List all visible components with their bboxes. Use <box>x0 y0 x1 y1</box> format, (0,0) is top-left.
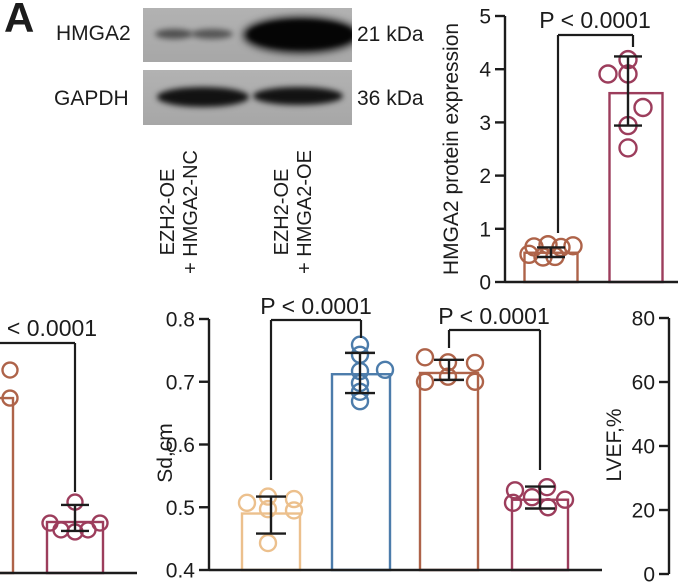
chart-lvef-axis: 0 20 40 60 80 LVEF,% <box>603 308 671 586</box>
y-tick-label: 0.7 <box>166 371 195 394</box>
data-point <box>1 389 19 407</box>
lane-2-line-1: EZH2-OE <box>271 168 293 256</box>
y-tick-label: 2 <box>479 165 491 188</box>
data-point <box>375 360 395 380</box>
hmga2-band-lane2-core <box>249 21 352 48</box>
data-point <box>633 97 653 118</box>
y-tick-label: 0 <box>643 564 655 586</box>
sig-label: P < 0.0001 <box>539 7 651 33</box>
data-point <box>258 499 278 519</box>
y-tick-label: 60 <box>632 372 655 395</box>
y-tick-label: 20 <box>632 500 655 523</box>
lane-label-2: EZH2-OE + HMGA2-OE <box>271 133 317 291</box>
data-point <box>284 501 304 520</box>
data-point <box>465 353 485 373</box>
lane-1-line-1: EZH2-OE <box>157 168 179 256</box>
y-tick-label: 80 <box>632 308 655 331</box>
y-tick-label: 3 <box>479 112 491 135</box>
y-axis-label: LVEF,% <box>603 408 626 481</box>
y-tick-label: 40 <box>632 436 655 459</box>
data-point <box>522 488 542 507</box>
sig-label: < 0.0001 <box>7 315 97 341</box>
data-point <box>237 493 257 513</box>
data-point <box>415 348 435 367</box>
hmga2-blot-image <box>143 8 352 62</box>
data-point <box>1 361 19 379</box>
hmga2-kda-label: 21 kDa <box>357 23 424 46</box>
y-tick-label: 4 <box>479 59 491 82</box>
gapdh-band-lane1 <box>157 87 249 107</box>
chart-hmga2-protein-expression: 0 1 2 3 4 5 HMGA2 protein expression P < 0.0001 <box>440 6 678 291</box>
hmga2-band-lane1 <box>155 29 193 39</box>
blot-target-label-gapdh: GAPDH <box>54 87 129 110</box>
y-tick-label: 0.4 <box>166 560 196 583</box>
data-point <box>415 372 435 391</box>
gapdh-blot-image <box>143 70 352 125</box>
y-tick-label: 0.8 <box>166 309 195 332</box>
lane-label-1: EZH2-OE + HMGA2-NC <box>157 133 203 291</box>
data-point <box>91 514 109 532</box>
data-point <box>284 489 304 509</box>
lane-1-line-2: + HMGA2-NC <box>180 150 202 274</box>
gapdh-band-lane2 <box>253 87 343 105</box>
blot-target-label-hmga2: HMGA2 <box>56 22 131 45</box>
data-point <box>519 244 539 265</box>
bar <box>330 373 392 572</box>
y-tick-label: 0 <box>479 272 491 291</box>
y-tick-label: 1 <box>479 218 491 241</box>
data-point <box>555 490 575 509</box>
y-tick-label: 0.5 <box>166 497 195 520</box>
data-point <box>258 533 278 553</box>
bar <box>418 371 480 572</box>
chart-partial-left-clipped: < 0.0001 <box>0 315 137 575</box>
data-point <box>598 64 618 84</box>
sig-label: P < 0.0001 <box>260 293 372 319</box>
bar <box>0 396 15 575</box>
data-point <box>503 493 523 513</box>
y-axis-label: Sd,cm <box>154 423 177 483</box>
data-point <box>505 481 525 500</box>
panel-label: A <box>4 0 35 41</box>
lane-2-line-2: + HMGA2-OE <box>294 150 316 274</box>
hmga2-band-lane1-b <box>191 29 233 39</box>
data-point <box>563 236 583 256</box>
data-point <box>350 392 370 411</box>
sig-label: P < 0.0001 <box>438 303 550 329</box>
data-point <box>465 372 485 391</box>
data-point <box>538 498 558 517</box>
y-tick-label: 5 <box>479 6 491 29</box>
chart-sd-cm: 0.4 0.5 0.6 0.7 0.8 Sd,cm P < 0.0001 P < 0.0001 <box>154 293 602 583</box>
y-axis-label: HMGA2 protein expression <box>440 23 463 275</box>
gapdh-kda-label: 36 kDa <box>357 87 424 110</box>
y-tick-label: 0.6 <box>166 434 195 457</box>
data-point <box>618 138 638 158</box>
